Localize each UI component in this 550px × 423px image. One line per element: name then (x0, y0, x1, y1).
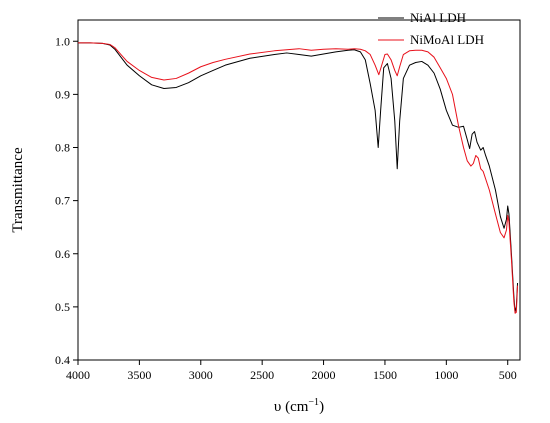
series-layer (78, 42, 519, 314)
y-tick-label: 0.4 (55, 353, 70, 367)
x-tick-label: 3000 (189, 368, 213, 382)
x-tick-label: 1000 (434, 368, 458, 382)
x-tick-label: 2500 (250, 368, 274, 382)
y-axis: 0.4 0.5 0.6 0.7 0.8 0.9 1.0 (55, 34, 78, 367)
x-tick-label: 500 (499, 368, 517, 382)
legend-label-nial: NiAl LDH (410, 10, 466, 25)
series-line-nial (78, 42, 519, 313)
x-tick-label: 1500 (373, 368, 397, 382)
y-tick-label: 0.7 (55, 194, 70, 208)
y-tick-label: 0.6 (55, 247, 70, 261)
x-axis-title-main: υ (cm (274, 399, 309, 415)
y-axis-title: Transmittance (10, 147, 26, 233)
x-axis-title-sup: −1 (308, 397, 319, 408)
legend-label-nimoal: NiMoAl LDH (410, 32, 484, 47)
x-tick-label: 2000 (312, 368, 336, 382)
y-tick-label: 0.5 (55, 300, 70, 314)
x-axis-title-close: ) (319, 399, 324, 415)
x-axis: 4000 3500 3000 2500 2000 1500 1000 500 (66, 360, 517, 382)
x-tick-label: 4000 (66, 368, 90, 382)
y-tick-label: 1.0 (55, 34, 70, 48)
y-tick-label: 0.8 (55, 141, 70, 155)
y-tick-label: 0.9 (55, 87, 70, 101)
plot-border (77, 19, 521, 361)
x-tick-label: 3500 (127, 368, 151, 382)
legend: NiAl LDH NiMoAl LDH (378, 10, 484, 47)
plot-frame (77, 19, 521, 361)
x-axis-title: υ (cm−1) (274, 397, 324, 415)
series-line-nimoal (78, 42, 519, 314)
